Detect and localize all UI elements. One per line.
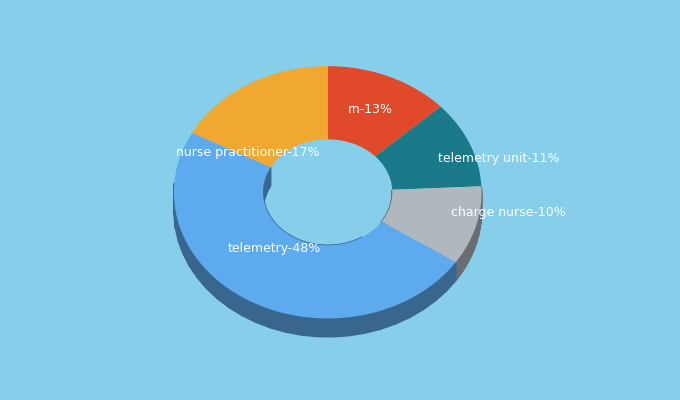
Polygon shape (174, 133, 456, 318)
Polygon shape (410, 291, 423, 318)
Polygon shape (310, 243, 317, 263)
Polygon shape (271, 309, 286, 332)
Polygon shape (446, 262, 456, 291)
Polygon shape (470, 238, 471, 259)
Polygon shape (217, 280, 229, 308)
Text: rn-13%: rn-13% (348, 103, 393, 116)
Polygon shape (334, 317, 350, 337)
Polygon shape (265, 205, 267, 229)
Polygon shape (466, 245, 467, 266)
Polygon shape (303, 242, 310, 262)
Polygon shape (256, 304, 271, 328)
Polygon shape (478, 216, 479, 238)
Polygon shape (382, 220, 383, 239)
Polygon shape (473, 230, 475, 251)
Polygon shape (197, 259, 207, 288)
Polygon shape (175, 210, 178, 241)
Polygon shape (381, 306, 396, 329)
Polygon shape (343, 242, 350, 262)
Text: charge nurse-10%: charge nurse-10% (451, 206, 566, 219)
Polygon shape (328, 66, 441, 156)
Polygon shape (277, 225, 282, 248)
Polygon shape (207, 270, 217, 298)
Polygon shape (477, 219, 478, 240)
Polygon shape (229, 289, 242, 316)
Polygon shape (242, 297, 256, 322)
Polygon shape (292, 236, 297, 258)
Polygon shape (330, 245, 337, 264)
Polygon shape (381, 221, 382, 240)
Polygon shape (269, 216, 273, 239)
Polygon shape (318, 318, 334, 337)
Polygon shape (381, 186, 481, 262)
Polygon shape (469, 240, 470, 261)
Text: telemetry-48%: telemetry-48% (227, 242, 320, 255)
Polygon shape (471, 235, 473, 256)
Polygon shape (264, 200, 265, 224)
Text: nurse practitioner-17%: nurse practitioner-17% (176, 146, 320, 159)
Polygon shape (297, 239, 303, 260)
Polygon shape (301, 317, 318, 337)
Polygon shape (396, 299, 410, 324)
Polygon shape (350, 240, 356, 260)
Polygon shape (463, 250, 464, 271)
Polygon shape (263, 183, 264, 207)
Polygon shape (192, 66, 328, 167)
Polygon shape (435, 273, 446, 301)
Polygon shape (174, 196, 175, 228)
Polygon shape (273, 220, 277, 244)
Polygon shape (183, 235, 190, 266)
Polygon shape (366, 311, 381, 333)
Polygon shape (324, 245, 330, 264)
Polygon shape (286, 233, 292, 255)
Polygon shape (383, 219, 384, 238)
Text: telemetry unit-11%: telemetry unit-11% (439, 152, 560, 165)
Polygon shape (423, 282, 435, 310)
Polygon shape (475, 224, 477, 246)
Polygon shape (264, 178, 266, 202)
Polygon shape (286, 314, 301, 335)
Polygon shape (458, 258, 460, 278)
Polygon shape (178, 223, 183, 254)
Polygon shape (337, 244, 343, 263)
Polygon shape (266, 172, 268, 196)
Polygon shape (464, 248, 466, 269)
Polygon shape (317, 244, 324, 264)
Polygon shape (460, 255, 461, 276)
Polygon shape (356, 237, 362, 258)
Polygon shape (461, 253, 463, 274)
Polygon shape (282, 229, 286, 251)
Polygon shape (268, 167, 271, 191)
Polygon shape (267, 210, 269, 234)
Polygon shape (375, 107, 481, 190)
Polygon shape (190, 248, 197, 278)
Polygon shape (467, 243, 469, 264)
Polygon shape (456, 260, 458, 281)
Polygon shape (350, 314, 366, 336)
